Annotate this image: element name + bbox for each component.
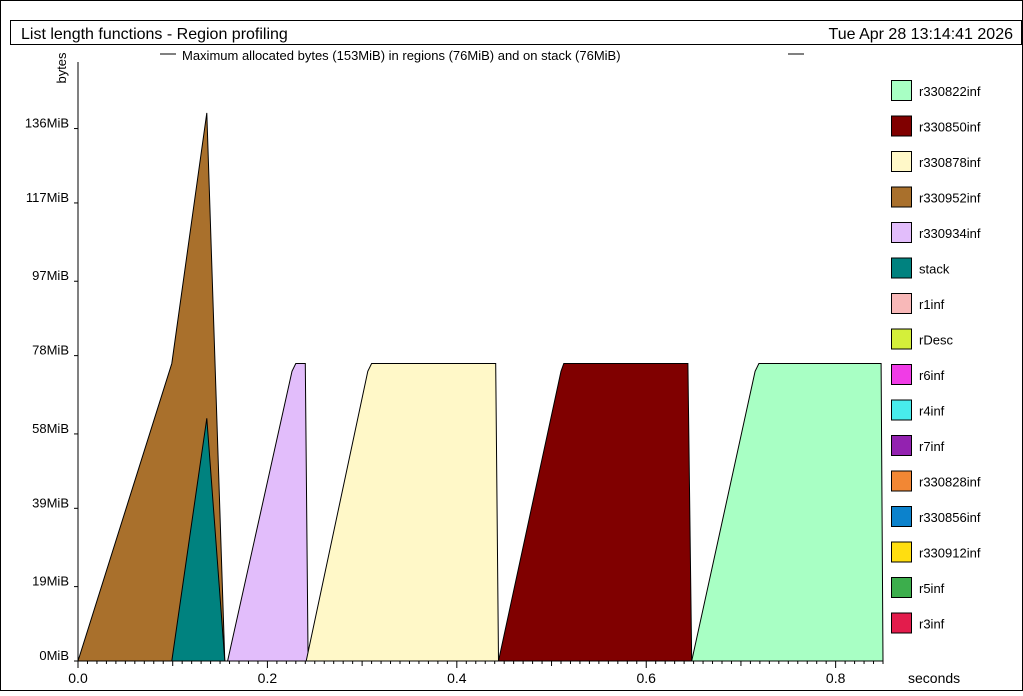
legend-swatch-stack — [891, 257, 912, 279]
x-tick-label: 0.8 — [826, 670, 846, 686]
x-tick-label: 0.4 — [447, 670, 467, 686]
y-tick-label: 136MiB — [25, 116, 69, 131]
legend-label-r330934inf: r330934inf — [919, 226, 981, 241]
chart-subtitle: Maximum allocated bytes (153MiB) in regi… — [182, 48, 621, 63]
legend-label-rDesc: rDesc — [919, 333, 953, 348]
legend-label-r6inf: r6inf — [919, 368, 945, 383]
x-axis-label: seconds — [908, 670, 960, 686]
y-tick-label: 0MiB — [39, 648, 69, 663]
legend-swatch-r6inf — [891, 364, 912, 385]
x-tick-label: 0.6 — [637, 670, 657, 686]
legend-swatch-rDesc — [891, 328, 912, 350]
title-bar — [10, 20, 1022, 45]
y-tick-label: 58MiB — [32, 421, 69, 436]
legend-label-stack: stack — [919, 262, 950, 277]
legend-swatch-r330856inf — [891, 506, 912, 527]
axes: 0MiB 19MiB 39MiB 58MiB 78MiB 97MiB 117MiB 136Mi… — [25, 62, 884, 686]
legend-label-r330856inf: r330856inf — [919, 510, 981, 525]
legend-label-r7inf: r7inf — [919, 439, 945, 454]
legend-swatch-r330850inf — [891, 115, 912, 137]
legend-label-r1inf: r1inf — [919, 297, 945, 312]
legend-swatch-r330934inf — [891, 222, 912, 243]
y-tick-label: 117MiB — [26, 190, 69, 205]
legend-label-r330912inf: r330912inf — [919, 546, 981, 561]
legend-label-r330828inf: r330828inf — [919, 475, 981, 490]
legend-swatch-r330952inf — [891, 186, 912, 208]
legend-label-r330878inf: r330878inf — [919, 155, 981, 170]
legend: r330822inf r330850inf r330878inf r330952inf… — [891, 80, 981, 634]
y-tick-label: 19MiB — [32, 574, 69, 589]
y-axis-label: bytes — [54, 52, 69, 84]
series-areas — [77, 112, 884, 662]
legend-swatch-r4inf — [891, 399, 912, 421]
legend-swatch-r7inf — [891, 435, 912, 456]
x-tick-label: 0.2 — [258, 670, 278, 686]
legend-label-r330850inf: r330850inf — [919, 120, 981, 135]
legend-label-r330822inf: r330822inf — [919, 84, 981, 99]
chart-title: List length functions - Region profiling — [21, 26, 288, 43]
chart-date: Tue Apr 28 13:14:41 2026 — [829, 26, 1014, 43]
y-tick-label: 97MiB — [32, 268, 69, 283]
legend-swatch-r1inf — [891, 293, 912, 314]
legend-label-r5inf: r5inf — [919, 581, 945, 596]
y-tick-label: 78MiB — [32, 343, 69, 358]
legend-swatch-r5inf — [891, 577, 912, 598]
legend-label-r4inf: r4inf — [919, 404, 945, 419]
legend-swatch-r330912inf — [891, 541, 912, 563]
x-tick-label: 0.0 — [68, 670, 88, 686]
legend-swatch-r3inf — [891, 612, 912, 634]
y-tick-label: 39MiB — [32, 495, 69, 510]
legend-label-r3inf: r3inf — [919, 617, 945, 632]
legend-swatch-r330828inf — [891, 470, 912, 492]
legend-swatch-r330878inf — [891, 151, 912, 172]
legend-swatch-r330822inf — [891, 80, 912, 101]
legend-label-r330952inf: r330952inf — [919, 191, 981, 206]
